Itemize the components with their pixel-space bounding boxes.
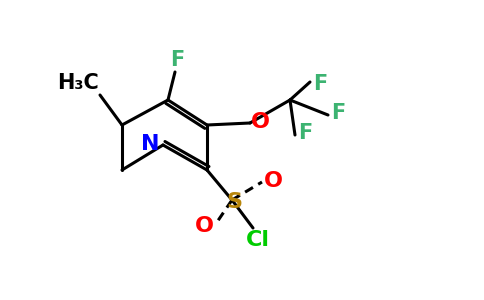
- Text: H₃C: H₃C: [57, 73, 99, 93]
- Text: O: O: [251, 112, 270, 132]
- Text: S: S: [226, 192, 242, 212]
- Text: Cl: Cl: [246, 230, 270, 250]
- Text: F: F: [298, 123, 312, 143]
- Text: F: F: [313, 74, 327, 94]
- Text: F: F: [170, 50, 184, 70]
- Text: N: N: [141, 134, 159, 154]
- Text: F: F: [331, 103, 345, 123]
- Text: O: O: [195, 216, 213, 236]
- Text: O: O: [263, 171, 283, 191]
